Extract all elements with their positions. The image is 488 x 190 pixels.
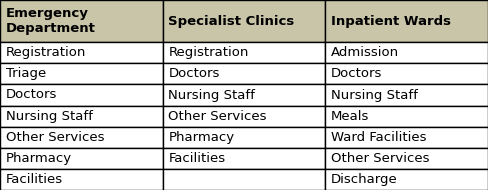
Text: Other Services: Other Services	[168, 110, 267, 123]
Bar	[0, 84, 163, 106]
Text: Pharmacy: Pharmacy	[6, 152, 72, 165]
Text: Inpatient Wards: Inpatient Wards	[331, 15, 451, 28]
Bar	[325, 42, 488, 63]
Text: Registration: Registration	[168, 46, 249, 59]
Bar	[163, 148, 325, 169]
Text: Doctors: Doctors	[6, 89, 57, 101]
Bar	[0, 169, 163, 190]
Text: Other Services: Other Services	[331, 152, 429, 165]
Bar	[163, 63, 325, 84]
Text: Triage: Triage	[6, 67, 46, 80]
Bar	[325, 148, 488, 169]
Bar	[325, 169, 488, 190]
Bar	[0, 127, 163, 148]
Bar	[163, 169, 325, 190]
Bar	[163, 42, 325, 63]
Bar	[0, 106, 163, 127]
Text: Specialist Clinics: Specialist Clinics	[168, 15, 295, 28]
Bar	[325, 0, 488, 42]
Bar	[163, 106, 325, 127]
Text: Discharge: Discharge	[331, 173, 398, 186]
Text: Nursing Staff: Nursing Staff	[331, 89, 418, 101]
Bar	[325, 63, 488, 84]
Text: Nursing Staff: Nursing Staff	[6, 110, 93, 123]
Text: Facilities: Facilities	[6, 173, 63, 186]
Bar	[0, 63, 163, 84]
Text: Doctors: Doctors	[331, 67, 382, 80]
Bar	[163, 84, 325, 106]
Bar	[0, 0, 163, 42]
Text: Ward Facilities: Ward Facilities	[331, 131, 427, 144]
Bar	[163, 127, 325, 148]
Text: Doctors: Doctors	[168, 67, 220, 80]
Text: Meals: Meals	[331, 110, 369, 123]
Text: Other Services: Other Services	[6, 131, 104, 144]
Bar	[0, 148, 163, 169]
Text: Registration: Registration	[6, 46, 86, 59]
Text: Nursing Staff: Nursing Staff	[168, 89, 255, 101]
Bar	[325, 106, 488, 127]
Bar	[325, 84, 488, 106]
Text: Pharmacy: Pharmacy	[168, 131, 235, 144]
Text: Facilities: Facilities	[168, 152, 225, 165]
Text: Admission: Admission	[331, 46, 399, 59]
Bar	[325, 127, 488, 148]
Text: Emergency
Department: Emergency Department	[6, 7, 96, 35]
Bar	[163, 0, 325, 42]
Bar	[0, 42, 163, 63]
